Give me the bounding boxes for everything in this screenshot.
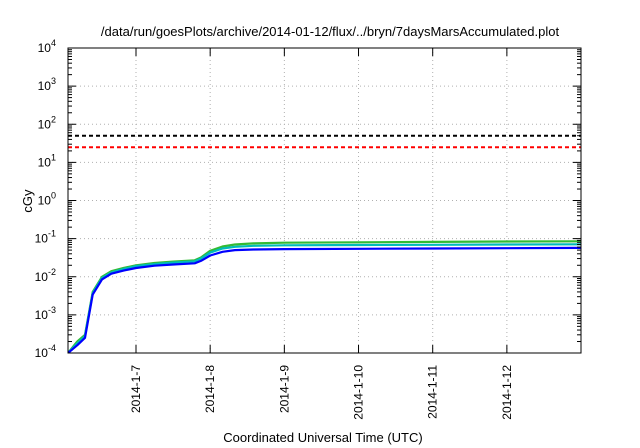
y-tick-exponent: 2 xyxy=(51,114,56,124)
y-tick-base: 10 xyxy=(35,308,49,322)
series-lines xyxy=(68,240,581,353)
y-tick-label: 103 xyxy=(38,76,56,93)
y-tick-label: 102 xyxy=(38,114,56,131)
y-tick-exponent: -1 xyxy=(48,229,56,239)
y-tick-base: 10 xyxy=(35,270,49,284)
y-tick-label: 101 xyxy=(38,152,56,169)
y-tick-exponent: 1 xyxy=(51,152,56,162)
y-tick-exponent: 0 xyxy=(51,191,56,201)
y-tick-base: 10 xyxy=(38,155,52,169)
x-tick-label: 2014-1-11 xyxy=(426,365,440,419)
y-axis-label: cGy xyxy=(20,189,35,213)
x-tick-label: 2014-1-12 xyxy=(500,365,514,420)
x-axis-label: Coordinated Universal Time (UTC) xyxy=(223,430,422,445)
y-tick-exponent: 3 xyxy=(51,76,56,86)
chart-title: /data/run/goesPlots/archive/2014-01-12/f… xyxy=(101,24,560,39)
x-tick-label: 2014-1-9 xyxy=(277,365,291,413)
grid-lines xyxy=(68,48,581,353)
y-tick-label: 104 xyxy=(38,38,56,55)
y-tick-base: 10 xyxy=(38,79,52,93)
x-tick-label: 2014-1-8 xyxy=(203,365,217,413)
y-tick-exponent: 4 xyxy=(51,38,56,48)
x-tick-label: 2014-1-10 xyxy=(352,365,366,420)
y-tick-base: 10 xyxy=(38,194,52,208)
threshold-lines xyxy=(68,134,581,149)
y-tick-label: 10-3 xyxy=(35,305,56,322)
y-tick-base: 10 xyxy=(35,232,49,246)
x-tick-label: 2014-1-7 xyxy=(129,365,143,413)
plot-frame xyxy=(67,47,582,354)
y-tick-base: 10 xyxy=(38,41,52,55)
axes xyxy=(67,47,582,354)
y-tick-exponent: -2 xyxy=(48,267,56,277)
y-tick-base: 10 xyxy=(38,117,52,131)
y-tick-base: 10 xyxy=(35,346,49,360)
x-tick-labels: 2014-1-7 2014-1-8 2014-1-9 2014-1-10 2014-1-… xyxy=(129,365,514,420)
y-tick-exponent: -3 xyxy=(48,305,56,315)
y-tick-label: 10-2 xyxy=(35,267,56,284)
y-tick-exponent: -4 xyxy=(48,343,56,353)
series-line xyxy=(68,246,581,353)
y-tick-label: 10-1 xyxy=(35,229,56,246)
y-tick-label: 100 xyxy=(38,191,56,208)
y-tick-label: 10-4 xyxy=(35,343,56,360)
